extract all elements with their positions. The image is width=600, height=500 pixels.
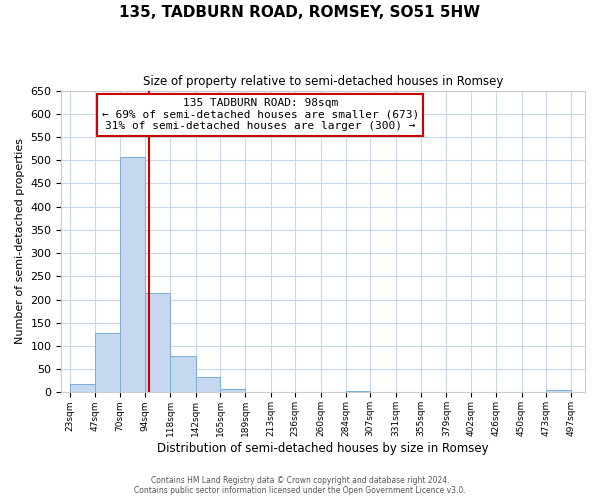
Bar: [196, 377, 220, 392]
Text: 135, TADBURN ROAD, ROMSEY, SO51 5HW: 135, TADBURN ROAD, ROMSEY, SO51 5HW: [119, 5, 481, 20]
Bar: [70, 384, 95, 392]
X-axis label: Distribution of semi-detached houses by size in Romsey: Distribution of semi-detached houses by …: [157, 442, 489, 455]
Bar: [119, 156, 145, 392]
Bar: [546, 390, 571, 392]
Y-axis label: Number of semi-detached properties: Number of semi-detached properties: [15, 138, 25, 344]
Title: Size of property relative to semi-detached houses in Romsey: Size of property relative to semi-detach…: [143, 75, 503, 88]
Bar: [145, 292, 170, 392]
Bar: [170, 356, 196, 393]
Bar: [346, 391, 370, 392]
Bar: [220, 388, 245, 392]
Bar: [95, 333, 119, 392]
Text: Contains HM Land Registry data © Crown copyright and database right 2024.
Contai: Contains HM Land Registry data © Crown c…: [134, 476, 466, 495]
Text: 135 TADBURN ROAD: 98sqm
← 69% of semi-detached houses are smaller (673)
31% of s: 135 TADBURN ROAD: 98sqm ← 69% of semi-de…: [102, 98, 419, 132]
